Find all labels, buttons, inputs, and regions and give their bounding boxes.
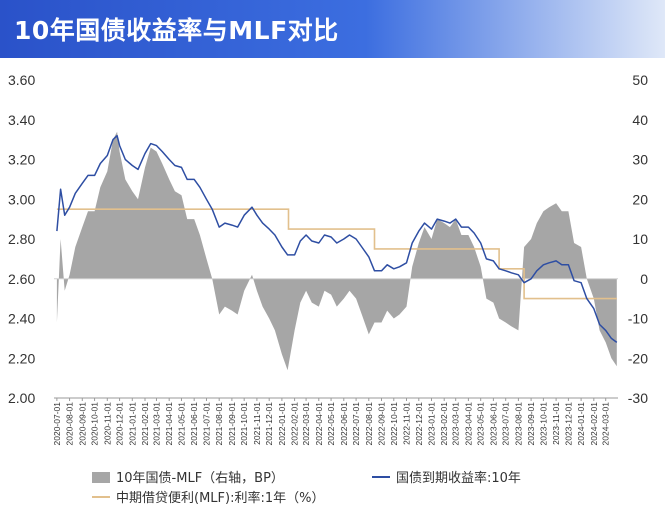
y-left-tick-label: 2.20 [8, 350, 35, 366]
x-tick-label: 2023-05-01 [476, 402, 486, 446]
y-left-tick-label: 2.40 [8, 311, 35, 327]
legend-label: 国债到期收益率:10年 [396, 470, 521, 486]
x-tick-label: 2020-10-01 [90, 402, 100, 446]
y-right-tick-label: 30 [632, 152, 648, 168]
mlf-rate-series [56, 208, 617, 300]
y-right-tick-label: 50 [632, 72, 648, 88]
x-tick-label: 2023-02-01 [439, 402, 449, 446]
x-tick-label: 2020-08-01 [65, 402, 75, 446]
x-tick-label: 2024-03-01 [601, 402, 611, 446]
x-tick-label: 2020-12-01 [115, 402, 125, 446]
chart-canvas: 2.00 2.20 2.40 2.60 2.80 3.00 3.20 3.40 3.60 -30 -… [8, 72, 648, 506]
y-left-tick-label: 2.80 [8, 231, 35, 247]
y-right-tick-label: -30 [628, 390, 648, 406]
x-tick-label: 2021-10-01 [239, 402, 249, 446]
x-tick-label: 2021-09-01 [227, 402, 237, 446]
x-tick-label: 2023-10-01 [538, 402, 548, 446]
x-tick-label: 2021-12-01 [264, 402, 274, 446]
y-left-tick-label: 3.00 [8, 191, 35, 207]
x-tick-label: 2021-08-01 [214, 402, 224, 446]
x-tick-label: 2022-09-01 [376, 402, 386, 446]
x-tick-label: 2023-06-01 [488, 402, 498, 446]
y-right-tick-label: -10 [628, 311, 648, 327]
legend-swatch-spread [92, 472, 110, 483]
chart-title: 10年国债收益率与MLF对比 [14, 16, 339, 45]
x-tick-label: 2023-08-01 [513, 402, 523, 446]
y-right-tick-label: 10 [632, 231, 648, 247]
x-tick-label: 2021-02-01 [140, 402, 150, 446]
y-left-tick-label: 3.40 [8, 112, 35, 128]
x-tick-label: 2021-07-01 [201, 402, 211, 446]
x-tick-label: 2021-03-01 [151, 402, 161, 446]
x-tick-label: 2023-04-01 [463, 402, 473, 446]
y-right-tick-label: -20 [628, 350, 648, 366]
legend-label: 中期借贷便利(MLF):利率:1年（%） [116, 490, 324, 506]
x-tick-label: 2022-11-01 [402, 402, 412, 445]
x-tick-label: 2023-07-01 [501, 402, 511, 446]
y-right-tick-label: 40 [632, 112, 648, 128]
x-tick-label: 2020-09-01 [77, 402, 87, 446]
x-tick-label: 2022-01-01 [277, 402, 287, 446]
y-left-tick-label: 2.60 [8, 271, 35, 287]
x-tick-label: 2021-06-01 [189, 402, 199, 446]
x-tick-label: 2022-04-01 [314, 402, 324, 446]
x-tick-label: 2022-06-01 [339, 402, 349, 446]
x-tick-label: 2020-07-01 [52, 402, 62, 446]
x-tick-label: 2023-09-01 [526, 402, 536, 446]
mlf-rate-line [56, 208, 617, 300]
yield-series [56, 134, 618, 344]
x-tick-label: 2024-02-01 [589, 402, 599, 446]
x-tick-label: 2022-12-01 [414, 402, 424, 446]
axes: 2.00 2.20 2.40 2.60 2.80 3.00 3.20 3.40 3.60 -30 -… [8, 72, 648, 445]
x-tick-label: 2023-01-01 [427, 402, 437, 446]
x-tick-label: 2021-04-01 [164, 402, 174, 446]
x-tick-label: 2022-05-01 [326, 402, 336, 446]
x-tick-label: 2024-01-01 [576, 402, 586, 446]
x-tick-label: 2022-10-01 [389, 402, 399, 446]
x-tick-label: 2023-11-01 [551, 402, 561, 445]
spread-area [56, 131, 617, 371]
x-tick-label: 2022-08-01 [364, 402, 374, 446]
x-tick-label: 2020-11-01 [102, 402, 112, 445]
x-tick-label: 2022-02-01 [290, 402, 300, 446]
x-tick-label: 2021-11-01 [252, 402, 262, 445]
y-left-tick-label: 2.00 [8, 390, 35, 406]
x-tick-label: 2021-01-01 [127, 402, 137, 446]
y-left-tick-label: 3.20 [8, 152, 35, 168]
x-tick-label: 2022-03-01 [301, 402, 311, 446]
title-bar: 10年国债收益率与MLF对比 [0, 0, 665, 58]
legend: 10年国债-MLF（右轴，BP） 国债到期收益率:10年中期借贷便利(MLF):利… [92, 470, 521, 506]
x-tick-label: 2023-12-01 [563, 402, 573, 446]
y-right-tick-label: 20 [632, 191, 648, 207]
y-right-tick-label: 0 [640, 271, 648, 287]
y-left-tick-label: 3.60 [8, 72, 35, 88]
x-tick-label: 2021-05-01 [176, 402, 186, 446]
yield-line [56, 134, 618, 344]
legend-label: 10年国债-MLF（右轴，BP） [116, 471, 284, 486]
x-tick-label: 2023-03-01 [451, 402, 461, 446]
x-tick-label: 2022-07-01 [351, 402, 361, 446]
